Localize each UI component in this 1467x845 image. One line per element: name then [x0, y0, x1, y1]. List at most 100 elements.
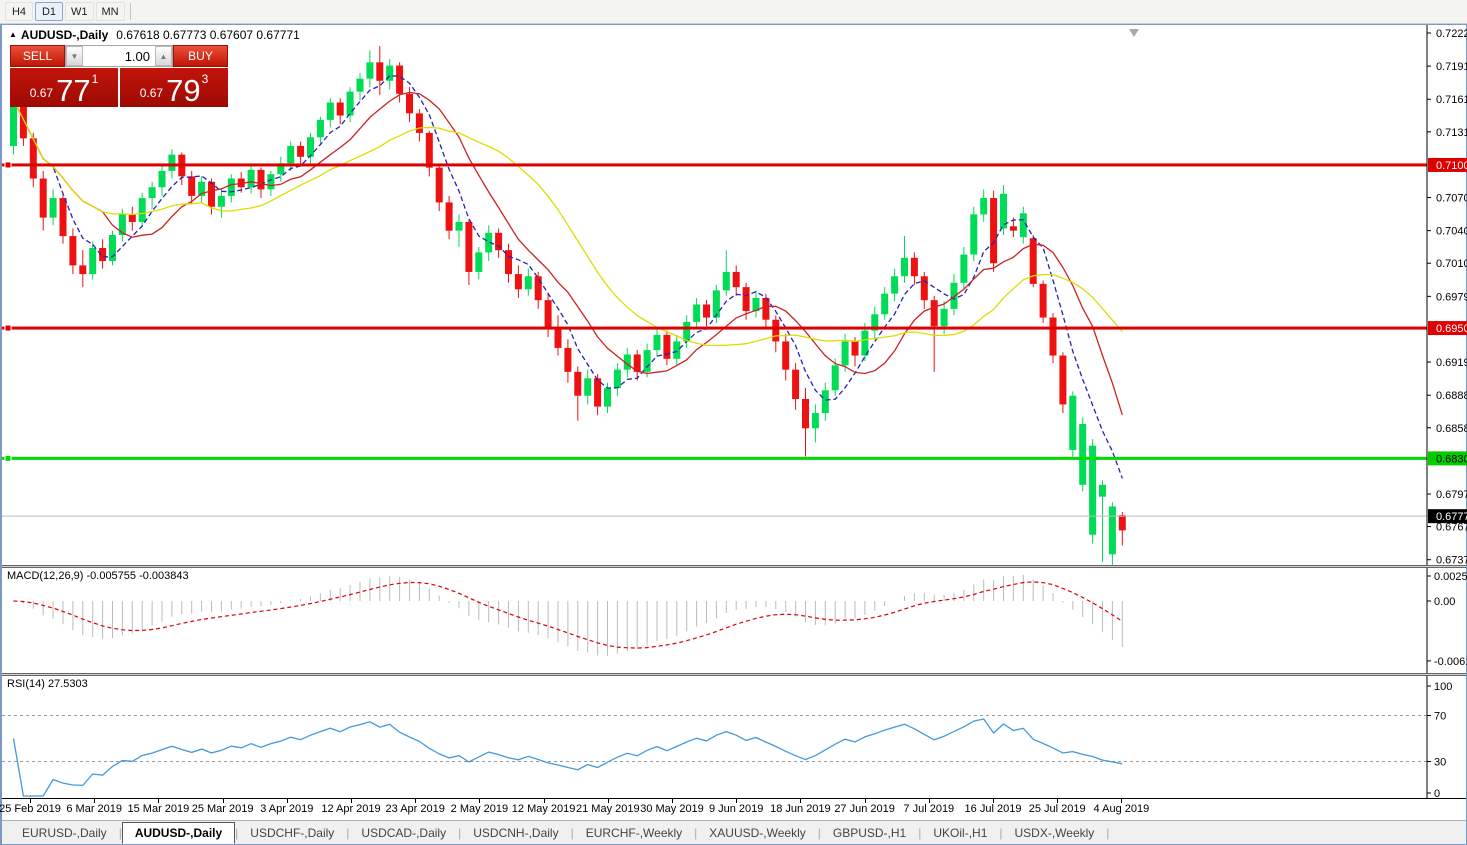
candle [920, 271, 928, 309]
candle [802, 388, 809, 457]
horizontal-level-line[interactable] [2, 163, 1427, 167]
candle [1118, 511, 1126, 546]
candle [693, 297, 701, 329]
rsi-svg: 100 70 30 0 [2, 676, 1452, 798]
date-axis-label: 9 Jun 2019 [708, 803, 764, 815]
candle [158, 165, 166, 196]
candle [59, 192, 67, 244]
symbol-tab-usdx-weekly[interactable]: USDX-,Weekly [1014, 825, 1095, 840]
date-axis-tick [30, 799, 31, 803]
candle [594, 374, 602, 416]
horizontal-level-line[interactable] [2, 326, 1427, 330]
candle [29, 132, 37, 188]
candle [673, 334, 681, 366]
date-axis-label: 30 May 2019 [640, 803, 704, 815]
candle [811, 404, 819, 443]
candle [415, 109, 423, 142]
symbol-tab-usdcnh-daily[interactable]: USDCNH-,Daily [473, 825, 559, 840]
price-axis-tick-label: 0.68585 [1436, 423, 1467, 435]
price-axis-highlight [1428, 321, 1467, 336]
volume-decrease-button[interactable]: ▼ [66, 46, 83, 66]
rsi-axis-tick-label: 0 [1434, 788, 1440, 798]
candle [980, 189, 988, 222]
timeframe-button-d1[interactable]: D1 [35, 2, 63, 21]
buy-button[interactable]: BUY [173, 45, 228, 67]
candle [633, 350, 641, 381]
timeframe-button-h4[interactable]: H4 [5, 2, 33, 21]
tab-divider: | [999, 825, 1003, 840]
date-axis-label: 23 Apr 2019 [385, 803, 445, 815]
candle [346, 87, 354, 123]
chart-shift-icon[interactable] [1129, 29, 1139, 37]
symbol-tab-xauusd-weekly[interactable]: XAUUSD-,Weekly [709, 825, 806, 840]
rsi-panel-splitter[interactable] [2, 673, 1466, 676]
date-axis-label: 6 Mar 2019 [66, 803, 123, 815]
hline-drag-handle[interactable] [4, 161, 12, 169]
date-axis-tick [736, 799, 738, 803]
candle [1079, 417, 1087, 492]
hline-drag-handle[interactable] [4, 324, 12, 332]
rsi-panel[interactable]: RSI(14) 27.5303 100 70 30 0 [2, 676, 1466, 798]
candle [970, 206, 978, 262]
macd-axis-tick-label: -0.006151 [1434, 656, 1467, 668]
symbol-tab-audusd-daily[interactable]: AUDUSD-,Daily [121, 822, 236, 844]
macd-panel[interactable]: MACD(12,26,9) -0.005755 -0.003843 0.0025… [2, 568, 1467, 673]
date-axis-tick [864, 799, 866, 803]
volume-input[interactable]: 1.00 [124, 48, 150, 64]
macd-svg: 0.002566 0.00 -0.006151 [13, 568, 1467, 673]
volume-increase-button[interactable]: ▲ [155, 46, 172, 66]
date-axis-label: 12 Apr 2019 [321, 803, 381, 815]
rsi-axis-tick-label: 30 [1434, 757, 1446, 769]
sell-button[interactable]: SELL [10, 45, 65, 67]
date-axis-tick [222, 799, 224, 803]
tab-divider: | [118, 825, 122, 840]
date-axis-label: 25 Mar 2019 [191, 803, 254, 815]
collapse-arrow-icon[interactable]: ▲ [9, 30, 17, 39]
date-axis-label: 16 Jul 2019 [964, 803, 1022, 815]
candle [39, 170, 47, 231]
candle [752, 290, 760, 318]
macd-values: -0.005755 -0.003843 [86, 570, 189, 582]
timeframe-button-w1[interactable]: W1 [65, 2, 94, 21]
candle [881, 287, 889, 320]
buy-price-display[interactable]: 0.67 79 3 [120, 68, 228, 107]
timeframe-button-mn[interactable]: MN [95, 2, 125, 21]
candle [604, 382, 611, 414]
one-click-trading-panel: SELL ▼ 1.00 ▲ BUY 0.67 77 1 0.67 79 3 [10, 45, 228, 107]
candle [891, 268, 899, 302]
price-axis-highlight-label: 0.69503 [1436, 323, 1467, 335]
candle [643, 343, 651, 378]
candle [49, 189, 57, 226]
symbol-tab-eurchf-weekly[interactable]: EURCHF-,Weekly [585, 825, 683, 840]
price-axis-tick-label: 0.67675 [1436, 522, 1467, 534]
date-axis-label: 4 Aug 2019 [1093, 803, 1150, 815]
price-axis-tick-label: 0.68885 [1436, 390, 1467, 402]
buy-price-pipette: 3 [201, 72, 209, 86]
candle [356, 73, 364, 101]
ma-mid-line [12, 91, 1123, 415]
candle [930, 295, 938, 372]
symbol-tab-gbpusd-h1[interactable]: GBPUSD-,H1 [832, 825, 907, 840]
chart-tabbar: EURUSD-,Daily | AUDUSD-,Daily | USDCHF-,Dail… [2, 820, 1466, 844]
macd-panel-splitter[interactable] [2, 565, 1466, 568]
candle [683, 315, 691, 348]
hline-drag-handle[interactable] [4, 454, 12, 462]
symbol-tab-usdchf-daily[interactable]: USDCHF-,Daily [250, 825, 335, 840]
date-axis-label: 12 May 2019 [511, 803, 576, 815]
date-axis-label: 25 Feb 2019 [0, 803, 61, 815]
symbol-tab-eurusd-daily[interactable]: EURUSD-,Daily [22, 825, 107, 840]
candle [703, 300, 710, 327]
sell-price-display[interactable]: 0.67 77 1 [10, 68, 118, 107]
horizontal-level-line[interactable] [2, 456, 1427, 460]
symbol-tab-ukoil-h1[interactable]: UKOil-,H1 [933, 825, 988, 840]
rsi-value: 27.5303 [47, 678, 88, 690]
date-axis-tick [672, 799, 673, 803]
symbol-tab-usdcad-daily[interactable]: USDCAD-,Daily [361, 825, 447, 840]
date-axis-label: 15 Mar 2019 [127, 803, 190, 815]
candle [138, 192, 146, 227]
candle [386, 59, 394, 90]
